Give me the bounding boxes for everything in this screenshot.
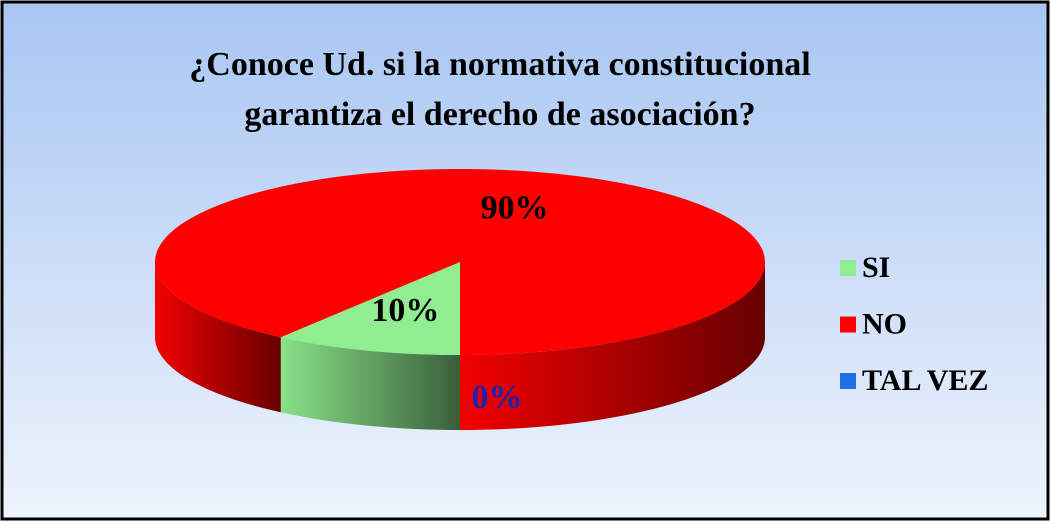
slice-side-shade	[155, 262, 281, 413]
slice-side-shade	[280, 337, 460, 430]
legend-label: SI	[862, 251, 890, 284]
legend: SI NO TAL VEZ	[840, 251, 988, 397]
pie: 10% 90% 0%	[155, 169, 765, 430]
data-label: 10%	[371, 292, 439, 329]
legend-marker	[840, 316, 856, 333]
legend-label: NO	[862, 307, 907, 340]
chart-title: garantiza el derecho de asociación?	[244, 96, 755, 133]
slice	[155, 169, 765, 355]
legend-marker	[840, 260, 856, 276]
legend-marker	[840, 373, 856, 389]
legend-label: TAL VEZ	[862, 364, 988, 397]
chart-title: ¿Conoce Ud. si la normativa constitucion…	[189, 46, 810, 83]
data-label: 0%	[472, 379, 523, 416]
slice-side-shade	[460, 262, 765, 430]
data-label: 90%	[481, 189, 549, 226]
slice	[280, 262, 460, 355]
